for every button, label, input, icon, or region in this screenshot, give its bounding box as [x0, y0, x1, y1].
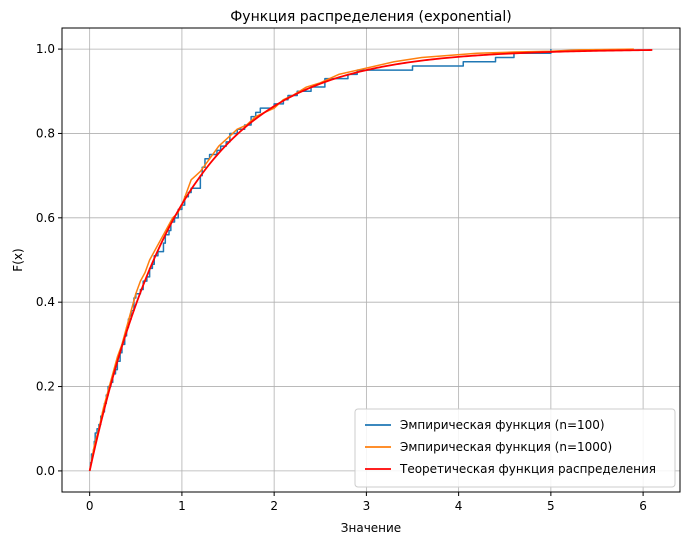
plot-lines: [88, 48, 653, 472]
x-tick-label: 0: [86, 499, 94, 513]
legend-label: Теоретическая функция распределения: [399, 462, 656, 476]
y-tick-label: 0.4: [36, 295, 55, 309]
y-tick-label: 1.0: [36, 42, 55, 56]
y-tick-label: 0.0: [36, 464, 55, 478]
series-line-3: [88, 49, 653, 472]
series-line-2: [88, 48, 634, 472]
y-axis-label: F(x): [11, 248, 25, 271]
x-tick-label: 5: [547, 499, 555, 513]
y-tick-label: 0.8: [36, 126, 55, 140]
legend: Эмпирическая функция (n=100) Эмпирическая…: [354, 408, 676, 488]
y-tick-label: 0.2: [36, 380, 55, 394]
legend-box: [354, 408, 676, 488]
x-axis-ticks: 0 1 2 3 4 5 6: [86, 492, 647, 513]
x-tick-label: 3: [363, 499, 371, 513]
plot-frame: [61, 27, 681, 493]
series-line-1: [89, 49, 552, 468]
y-axis-ticks: 0.0 0.2 0.4 0.6 0.8 1.0: [36, 42, 62, 478]
x-tick-label: 6: [639, 499, 647, 513]
legend-label: Эмпирическая функция (n=1000): [400, 440, 612, 454]
x-tick-label: 4: [455, 499, 463, 513]
chart-title: Функция распределения (exponential): [230, 9, 511, 25]
x-tick-label: 1: [178, 499, 186, 513]
legend-label: Эмпирическая функция (n=100): [400, 418, 605, 432]
x-tick-label: 2: [270, 499, 278, 513]
y-tick-label: 0.6: [36, 211, 55, 225]
x-axis-label: Значение: [341, 521, 401, 535]
